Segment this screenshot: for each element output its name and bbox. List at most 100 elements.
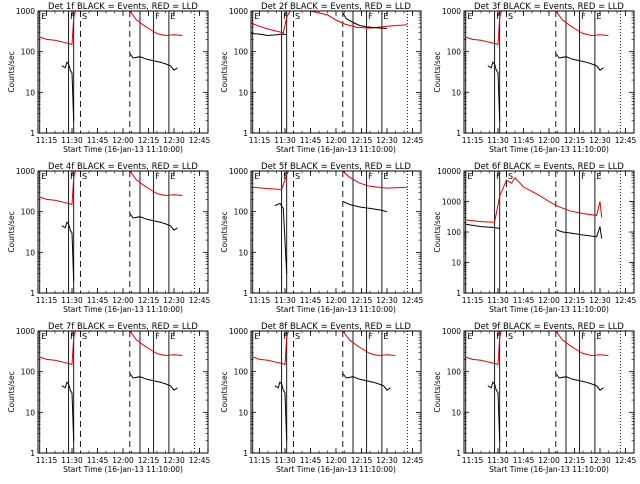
y-tick-label: 10 bbox=[25, 88, 35, 97]
y-tick-label: 1000 bbox=[229, 7, 248, 16]
marker-label: S bbox=[82, 12, 87, 21]
x-tick-label: 12:00 bbox=[538, 296, 560, 305]
panel-title: Det 6f BLACK = Events, RED = LLD bbox=[474, 162, 624, 172]
marker-label: F bbox=[155, 172, 160, 181]
plot-area bbox=[251, 11, 408, 37]
panel-title: Det 9f BLACK = Events, RED = LLD bbox=[474, 322, 624, 332]
marker-label: F bbox=[155, 12, 160, 21]
plot-frame bbox=[37, 10, 209, 134]
x-tick-label: 11:15 bbox=[462, 136, 484, 145]
marker-label: F bbox=[496, 332, 501, 341]
lld-series-line bbox=[342, 171, 408, 189]
x-tick-label: 12:30 bbox=[589, 456, 611, 465]
y-tick-label: 1 bbox=[30, 129, 35, 138]
plot-area bbox=[465, 11, 609, 121]
x-tick-label: 11:15 bbox=[249, 456, 271, 465]
y-tick-label: 10 bbox=[238, 88, 248, 97]
events-series-line bbox=[274, 381, 288, 441]
x-tick-label: 11:45 bbox=[513, 296, 535, 305]
y-tick-label: 1000 bbox=[442, 327, 461, 336]
x-tick-label: 12:15 bbox=[138, 456, 160, 465]
plot-frame bbox=[463, 170, 635, 294]
x-tick-label: 11:30 bbox=[61, 456, 83, 465]
events-series-line bbox=[465, 223, 500, 229]
y-axis-label: Counts/sec bbox=[220, 211, 229, 252]
x-axis-label: Start Time (16-Jan-13 11:10:00) bbox=[489, 145, 609, 154]
plot-frame bbox=[250, 10, 422, 134]
y-axis-label: Counts/sec bbox=[220, 51, 229, 92]
y-axis-label: Counts/sec bbox=[7, 51, 16, 92]
detector-panel-2: Det 2f BLACK = Events, RED = LLD 1 10 100 10… bbox=[220, 2, 424, 154]
x-tick-label: 12:30 bbox=[163, 296, 185, 305]
events-series-line bbox=[274, 202, 288, 274]
marker-label: E bbox=[41, 172, 46, 181]
y-tick-label: 100 bbox=[234, 48, 249, 57]
x-tick-label: 12:00 bbox=[112, 456, 134, 465]
x-axis-label: Start Time (16-Jan-13 11:10:00) bbox=[63, 305, 183, 314]
detector-panel-6: Det 6f BLACK = Events, RED = LLD 1 10 100 10… bbox=[433, 162, 637, 314]
plot-frame bbox=[37, 170, 209, 294]
marker-label: F bbox=[496, 172, 501, 181]
panel-title: Det 4f BLACK = Events, RED = LLD bbox=[48, 162, 198, 172]
lld-series-line bbox=[342, 331, 396, 357]
marker-label: F bbox=[496, 12, 501, 21]
y-axis-label: Counts/sec bbox=[433, 51, 442, 92]
x-tick-label: 11:45 bbox=[513, 136, 535, 145]
marker-label: E bbox=[170, 332, 175, 341]
marker-label: F bbox=[581, 332, 586, 341]
marker-label: F bbox=[283, 172, 288, 181]
y-axis-label: Counts/sec bbox=[433, 211, 442, 252]
events-series-line bbox=[342, 373, 391, 391]
y-tick-label: 100 bbox=[447, 228, 462, 237]
x-tick-label: 12:15 bbox=[351, 296, 373, 305]
events-series-line bbox=[487, 381, 501, 441]
marker-label: E bbox=[467, 332, 472, 341]
x-tick-label: 12:00 bbox=[325, 456, 347, 465]
lld-series-line bbox=[129, 171, 183, 197]
lld-series-line bbox=[39, 11, 76, 46]
plot-frame bbox=[250, 170, 422, 294]
y-tick-label: 10 bbox=[238, 408, 248, 417]
y-tick-label: 100 bbox=[21, 208, 36, 217]
x-tick-label: 11:30 bbox=[274, 456, 296, 465]
events-series-line bbox=[61, 381, 75, 441]
marker-label: F bbox=[368, 332, 373, 341]
plot-frame bbox=[463, 330, 635, 454]
x-tick-label: 11:15 bbox=[36, 456, 58, 465]
marker-label: S bbox=[295, 332, 300, 341]
events-series-line bbox=[61, 61, 75, 121]
y-axis-label: Counts/sec bbox=[7, 211, 16, 252]
x-tick-label: 11:45 bbox=[87, 296, 109, 305]
panel-title: Det 8f BLACK = Events, RED = LLD bbox=[261, 322, 411, 332]
x-tick-label: 12:45 bbox=[402, 456, 424, 465]
panel-title: Det 7f BLACK = Events, RED = LLD bbox=[48, 322, 198, 332]
x-tick-label: 12:15 bbox=[351, 456, 373, 465]
lld-series-line bbox=[129, 11, 183, 37]
y-tick-label: 10 bbox=[451, 88, 461, 97]
lld-series-line bbox=[251, 11, 408, 34]
x-tick-label: 12:45 bbox=[615, 456, 637, 465]
x-tick-label: 11:15 bbox=[462, 296, 484, 305]
y-axis-label: Counts/sec bbox=[7, 371, 16, 412]
events-series-line bbox=[61, 221, 75, 281]
marker-label: E bbox=[254, 172, 259, 181]
marker-label: E bbox=[467, 172, 472, 181]
detector-panel-7: Det 7f BLACK = Events, RED = LLD 1 10 100 10… bbox=[7, 322, 211, 474]
x-tick-label: 12:00 bbox=[112, 136, 134, 145]
y-tick-label: 10 bbox=[25, 408, 35, 417]
x-tick-label: 12:15 bbox=[564, 456, 586, 465]
marker-label: F bbox=[283, 12, 288, 21]
y-tick-label: 1000 bbox=[229, 167, 248, 176]
marker-label: S bbox=[508, 332, 513, 341]
marker-label: E bbox=[383, 172, 388, 181]
x-tick-label: 12:30 bbox=[376, 296, 398, 305]
lld-series-line bbox=[129, 331, 183, 357]
x-tick-label: 11:30 bbox=[487, 456, 509, 465]
y-tick-label: 1 bbox=[456, 449, 461, 458]
lld-series-line bbox=[465, 11, 502, 46]
x-tick-label: 11:15 bbox=[36, 136, 58, 145]
x-axis-label: Start Time (16-Jan-13 11:10:00) bbox=[63, 145, 183, 154]
detector-panel-8: Det 8f BLACK = Events, RED = LLD 1 10 100 10… bbox=[220, 322, 424, 474]
x-tick-label: 12:45 bbox=[189, 456, 211, 465]
